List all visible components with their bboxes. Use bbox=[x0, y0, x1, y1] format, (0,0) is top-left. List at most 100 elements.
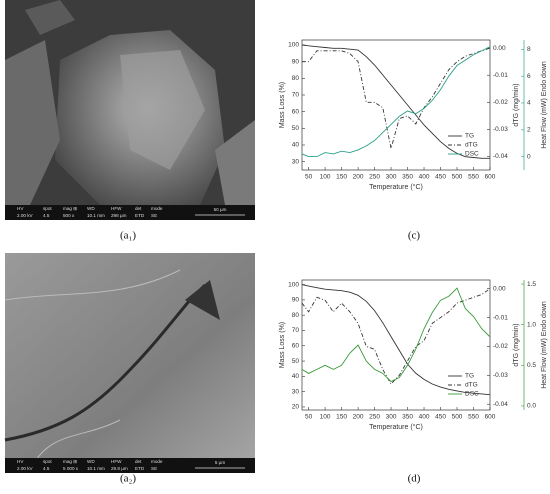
y-tick-label: 90 bbox=[292, 58, 300, 65]
info-header: spot bbox=[43, 459, 52, 464]
y3-axis-label: Heat Flow (mW) Endo down bbox=[541, 61, 548, 149]
y2-axis-label: dTG (mg/min) bbox=[513, 83, 520, 126]
info-value: 4.5 bbox=[43, 466, 50, 471]
y-tick-label: 100 bbox=[288, 42, 299, 49]
legend-label: dTG bbox=[465, 382, 478, 389]
info-value: 29.8 µm bbox=[111, 466, 128, 471]
y3-tick-label: 0 bbox=[527, 153, 531, 160]
y-tick-label: 80 bbox=[292, 312, 300, 319]
y-axis-label: Mass Loss (%) bbox=[279, 82, 286, 128]
x-tick-label: 500 bbox=[452, 414, 463, 421]
x-tick-label: 250 bbox=[369, 414, 380, 421]
y2-tick-label: -0.04 bbox=[493, 153, 508, 160]
y-tick-label: 60 bbox=[292, 342, 300, 349]
y3-tick-label: 0.5 bbox=[527, 362, 536, 369]
info-header: spot bbox=[43, 206, 52, 211]
plot-frame bbox=[301, 39, 491, 171]
sem-image bbox=[4, 253, 255, 473]
info-value: ETD bbox=[135, 213, 145, 218]
y3-tick-label: 0.0 bbox=[527, 403, 536, 410]
legend-label: dTG bbox=[465, 142, 478, 149]
x-tick-label: 600 bbox=[485, 174, 496, 181]
panel-label: (a₂) bbox=[120, 473, 136, 485]
x-axis-label: Temperature (°C) bbox=[369, 183, 423, 191]
y2-tick-label: -0.04 bbox=[493, 401, 508, 408]
legend-label: TG bbox=[465, 373, 474, 380]
x-tick-label: 400 bbox=[419, 414, 430, 421]
info-value: SE bbox=[151, 213, 157, 218]
x-tick-label: 200 bbox=[353, 414, 364, 421]
x-tick-label: 250 bbox=[369, 174, 380, 181]
info-value: 10.1 mm bbox=[87, 466, 105, 471]
y3-tick-label: 1.0 bbox=[527, 321, 536, 328]
legend-label: DSC bbox=[465, 391, 479, 398]
y-tick-label: 50 bbox=[292, 358, 300, 365]
panel-label: (d) bbox=[408, 473, 421, 485]
y2-tick-label: 0.00 bbox=[493, 285, 506, 292]
x-tick-label: 450 bbox=[435, 414, 446, 421]
series-line bbox=[301, 288, 491, 385]
y-axis-label: Mass Loss (%) bbox=[279, 322, 286, 368]
info-header: det bbox=[135, 206, 142, 211]
y-tick-label: 70 bbox=[292, 327, 300, 334]
info-value: 2.00 kV bbox=[17, 466, 34, 471]
y-tick-label: 80 bbox=[292, 75, 300, 82]
info-value: 298 µm bbox=[111, 213, 127, 218]
x-tick-label: 550 bbox=[468, 414, 479, 421]
x-tick-label: 50 bbox=[305, 414, 313, 421]
info-header: det bbox=[135, 459, 142, 464]
y3-tick-label: 2 bbox=[527, 127, 531, 134]
y-tick-label: 20 bbox=[292, 404, 300, 411]
info-header: HFW bbox=[111, 206, 122, 211]
y2-tick-label: -0.01 bbox=[493, 72, 508, 79]
y-tick-label: 100 bbox=[288, 281, 299, 288]
info-value: 4.5 bbox=[43, 213, 50, 218]
y-tick-label: 30 bbox=[292, 388, 300, 395]
y-tick-label: 90 bbox=[292, 297, 300, 304]
x-tick-label: 300 bbox=[386, 174, 397, 181]
y3-tick-label: 1.5 bbox=[527, 281, 536, 288]
y2-tick-label: -0.03 bbox=[493, 372, 508, 379]
info-value: 5 000 x bbox=[63, 466, 79, 471]
y2-axis-label: dTG (mg/min) bbox=[513, 323, 520, 366]
info-header: WD bbox=[87, 206, 95, 211]
x-tick-label: 400 bbox=[419, 174, 430, 181]
legend-label: DSC bbox=[465, 151, 479, 158]
info-header: mode bbox=[151, 459, 163, 464]
x-tick-label: 200 bbox=[353, 174, 364, 181]
series-line bbox=[301, 287, 491, 383]
y3-tick-label: 8 bbox=[527, 46, 531, 53]
panel-label: (a₁) bbox=[120, 230, 136, 242]
info-header: HV bbox=[17, 206, 24, 211]
info-header: mag ⊞ bbox=[63, 206, 77, 211]
y2-tick-label: -0.01 bbox=[493, 314, 508, 321]
info-header: HFW bbox=[111, 459, 122, 464]
info-value: SE bbox=[151, 466, 157, 471]
x-tick-label: 450 bbox=[435, 174, 446, 181]
x-tick-label: 600 bbox=[485, 414, 496, 421]
info-header: mode bbox=[151, 206, 163, 211]
y3-axis-label: Heat Flow (mW) Endo down bbox=[541, 301, 548, 389]
x-tick-label: 50 bbox=[305, 174, 313, 181]
info-header: mag ⊞ bbox=[63, 459, 77, 464]
series-line bbox=[302, 47, 491, 149]
y3-tick-label: 4 bbox=[527, 100, 531, 107]
x-tick-label: 300 bbox=[386, 414, 397, 421]
y-tick-label: 40 bbox=[292, 142, 300, 149]
info-value: 2.00 kV bbox=[17, 213, 34, 218]
y-tick-label: 40 bbox=[292, 373, 300, 380]
x-tick-label: 500 bbox=[452, 174, 463, 181]
x-tick-label: 350 bbox=[402, 174, 413, 181]
info-value: 500 x bbox=[63, 213, 75, 218]
info-header: HV bbox=[17, 459, 24, 464]
y2-tick-label: -0.03 bbox=[493, 126, 508, 133]
x-tick-label: 350 bbox=[402, 414, 413, 421]
x-tick-label: 150 bbox=[336, 414, 347, 421]
panel-label: (c) bbox=[408, 230, 421, 242]
info-header: WD bbox=[87, 459, 95, 464]
x-tick-label: 100 bbox=[320, 414, 331, 421]
y2-tick-label: -0.02 bbox=[493, 99, 508, 106]
info-value: ETD bbox=[135, 466, 145, 471]
scale-label: 50 µm bbox=[214, 207, 227, 212]
